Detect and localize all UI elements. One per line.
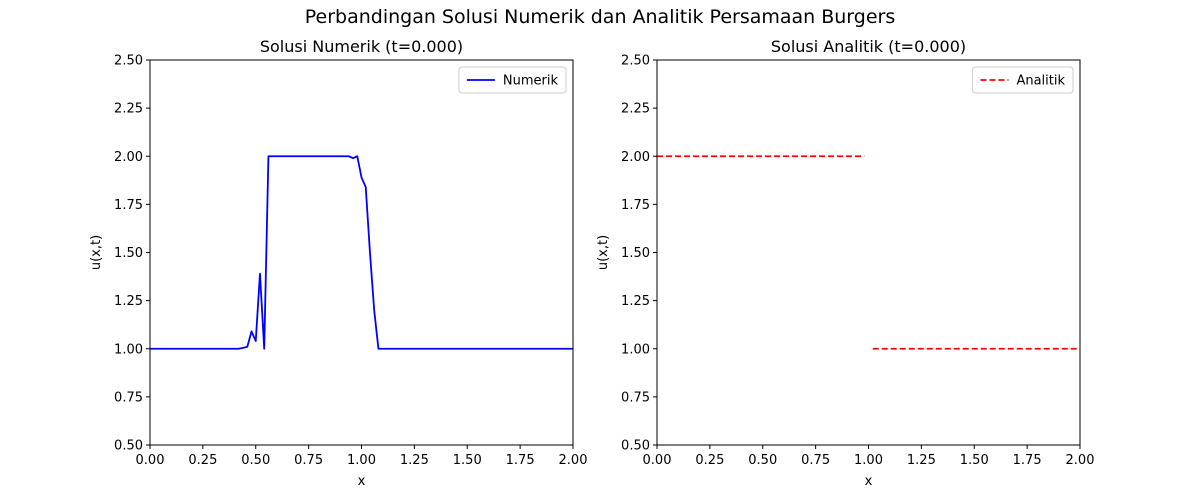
x-tick-label: 0.50 bbox=[241, 453, 270, 468]
legend-label: Analitik bbox=[1016, 74, 1065, 89]
legend-label: Numerik bbox=[503, 74, 559, 89]
y-tick-label: 1.25 bbox=[621, 294, 650, 309]
legend-box bbox=[458, 66, 567, 94]
plot-title: Solusi Analitik (t=0.000) bbox=[771, 37, 966, 56]
x-tick-label: 2.00 bbox=[559, 453, 588, 468]
y-tick-label: 2.00 bbox=[621, 150, 650, 165]
x-tick-label: 1.50 bbox=[453, 453, 482, 468]
plot-panel-2: 0.00 0.25 0.50 0.75 1.00 1.25 1.50 1.75 2.00 0.50… bbox=[596, 37, 1094, 489]
x-tick-label: 2.00 bbox=[1066, 453, 1095, 468]
legend: Numerik bbox=[458, 66, 567, 94]
y-tick-label: 2.00 bbox=[114, 150, 143, 165]
x-axis-label: x bbox=[358, 474, 366, 489]
y-tick-label: 2.50 bbox=[621, 54, 650, 69]
x-tick-label: 0.50 bbox=[748, 453, 777, 468]
y-axis-label: u(x,t) bbox=[596, 235, 611, 270]
plot-area bbox=[150, 60, 573, 445]
x-tick-label: 1.25 bbox=[907, 453, 936, 468]
legend: Analitik bbox=[971, 66, 1074, 94]
x-tick-label: 0.25 bbox=[695, 453, 724, 468]
y-tick-label: 0.75 bbox=[621, 390, 650, 405]
x-tick-label: 0.75 bbox=[294, 453, 323, 468]
x-tick-label: 1.00 bbox=[854, 453, 883, 468]
x-axis-label: x bbox=[865, 474, 873, 489]
plot-title: Solusi Numerik (t=0.000) bbox=[260, 37, 463, 56]
plot-area bbox=[657, 60, 1080, 445]
y-tick-label: 2.25 bbox=[621, 102, 650, 117]
axes-frame bbox=[149, 59, 574, 446]
x-tick-label: 1.50 bbox=[960, 453, 989, 468]
x-tick-label: 1.25 bbox=[400, 453, 429, 468]
y-tick-label: 1.25 bbox=[114, 294, 143, 309]
y-tick-label: 1.75 bbox=[621, 198, 650, 213]
plot-panel-1: 0.00 0.25 0.50 0.75 1.00 1.25 1.50 1.75 2.00 0.50… bbox=[89, 37, 587, 489]
y-tick-label: 1.75 bbox=[114, 198, 143, 213]
x-tick-label: 0.25 bbox=[188, 453, 217, 468]
y-tick-label: 2.50 bbox=[114, 54, 143, 69]
y-tick-label: 2.25 bbox=[114, 102, 143, 117]
figure-title: Perbandingan Solusi Numerik dan Analitik… bbox=[304, 6, 896, 28]
x-tick-label: 1.75 bbox=[506, 453, 535, 468]
y-tick-label: 1.50 bbox=[114, 246, 143, 261]
y-axis-label: u(x,t) bbox=[89, 235, 104, 270]
y-tick-label: 0.75 bbox=[114, 390, 143, 405]
y-tick-label: 0.50 bbox=[114, 439, 143, 454]
x-tick-label: 0.00 bbox=[643, 453, 672, 468]
x-tick-label: 1.00 bbox=[347, 453, 376, 468]
x-tick-label: 1.75 bbox=[1013, 453, 1042, 468]
series-line-numerik bbox=[150, 155, 573, 350]
axes-frame bbox=[656, 59, 1081, 446]
y-tick-label: 1.50 bbox=[621, 246, 650, 261]
x-tick-label: 0.00 bbox=[136, 453, 165, 468]
y-tick-label: 1.00 bbox=[114, 342, 143, 357]
legend-box bbox=[971, 66, 1074, 94]
x-tick-label: 0.75 bbox=[801, 453, 830, 468]
y-tick-label: 1.00 bbox=[621, 342, 650, 357]
y-tick-label: 0.50 bbox=[621, 439, 650, 454]
